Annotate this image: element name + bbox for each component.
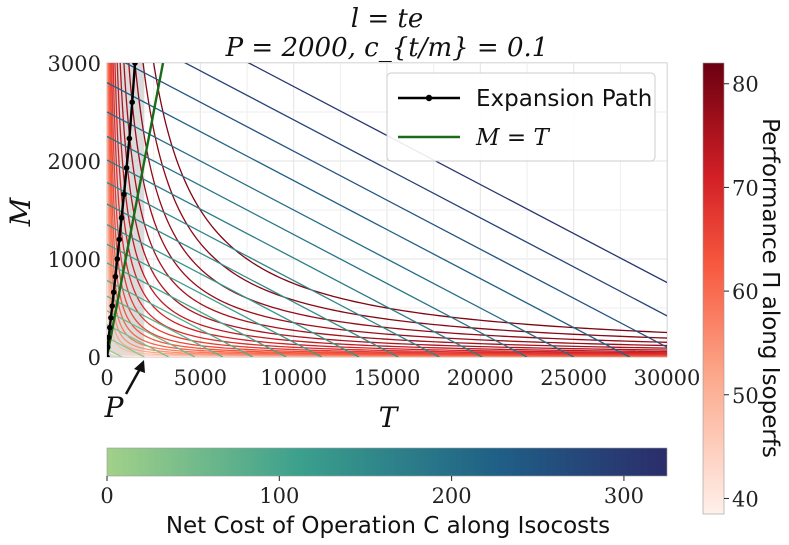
expansion-path-point xyxy=(114,256,121,262)
expansion-path-point xyxy=(132,63,138,66)
isocost-line xyxy=(107,181,440,357)
y-tick-label: 2000 xyxy=(48,150,101,174)
expansion-path-point xyxy=(107,354,110,357)
p-marker-arrow xyxy=(124,366,143,395)
isocost-line xyxy=(107,203,399,357)
cost-colorbar-tick-label: 100 xyxy=(259,484,299,508)
isoperf-curve xyxy=(108,63,667,357)
performance-colorbar-tick-label: 60 xyxy=(732,280,759,304)
x-tick-label: 25000 xyxy=(540,366,607,390)
y-tick-label: 0 xyxy=(88,346,101,370)
expansion-path-point xyxy=(107,344,111,350)
legend-expansion-marker xyxy=(425,94,433,102)
expansion-path-point xyxy=(123,165,130,171)
isocost-line xyxy=(107,243,322,357)
isoperf-curve xyxy=(111,63,667,356)
legend-box xyxy=(386,72,656,162)
chart-title: l = te xyxy=(351,4,423,34)
isoperf-curve xyxy=(107,63,667,357)
isocost-line xyxy=(107,336,145,357)
cost-colorbar-label: Net Cost of Operation C along Isocosts xyxy=(166,513,610,539)
performance-colorbar-tick-label: 80 xyxy=(732,73,759,97)
chart-subtitle: P = 2000, c_{t/m} = 0.1 xyxy=(225,33,549,63)
legend-expansion-label: Expansion Path xyxy=(476,86,652,112)
m-equals-t-line xyxy=(107,63,165,357)
performance-colorbar-tick-label: 40 xyxy=(732,487,759,511)
y-axis-label: M xyxy=(4,196,37,227)
isocost-line xyxy=(107,111,574,357)
isoperf-curve xyxy=(123,63,667,349)
x-tick-label: 5000 xyxy=(174,366,227,390)
performance-colorbar-tick-label: 70 xyxy=(732,176,759,200)
expansion-path-line xyxy=(107,63,137,357)
isoperf-curve xyxy=(153,63,667,334)
isocost-line xyxy=(184,63,667,317)
expansion-path-point xyxy=(118,215,125,221)
y-tick-label: 1000 xyxy=(48,248,101,272)
isocost-line xyxy=(107,324,169,357)
cost-colorbar xyxy=(106,447,668,477)
p-marker-arrowhead xyxy=(134,360,145,373)
isoperf-curve xyxy=(119,63,667,351)
isocost-line xyxy=(107,135,528,357)
x-axis-label: T xyxy=(379,401,400,434)
isoperf-curve xyxy=(112,63,667,355)
isoperf-curve xyxy=(134,63,667,343)
isoperf-curve xyxy=(109,63,667,357)
expansion-path-point xyxy=(116,236,123,243)
isocost-line xyxy=(107,159,483,357)
cost-colorbar-tick-label: 0 xyxy=(100,484,113,508)
expansion-path-point xyxy=(112,273,119,280)
expansion-path-point xyxy=(126,135,133,142)
isoperf-curve xyxy=(142,63,667,339)
expansion-path-point xyxy=(121,191,127,198)
x-tick-label: 0 xyxy=(100,366,113,390)
expansion-path-point xyxy=(108,315,114,321)
isocost-line xyxy=(124,63,667,348)
expansion-path-point xyxy=(107,334,112,341)
performance-colorbar xyxy=(702,62,725,515)
expansion-path-point xyxy=(109,303,116,309)
p-marker-label: P xyxy=(104,391,125,424)
isocost-line xyxy=(107,295,224,357)
isocost-line xyxy=(107,348,123,357)
performance-colorbar-tick-label: 50 xyxy=(732,384,759,408)
expansion-path-point xyxy=(107,324,113,331)
isocost-line xyxy=(107,224,360,357)
isocost-line xyxy=(107,310,196,357)
isocost-line xyxy=(247,63,667,284)
x-tick-label: 20000 xyxy=(447,366,514,390)
x-tick-label: 15000 xyxy=(354,366,421,390)
isoperf-curve xyxy=(107,63,667,357)
y-tick-label: 3000 xyxy=(48,52,101,76)
x-tick-label: 30000 xyxy=(634,366,701,390)
isoperf-curve xyxy=(109,63,667,356)
expansion-path-point xyxy=(129,99,135,105)
cost-colorbar-tick-label: 300 xyxy=(604,484,644,508)
isocost-line xyxy=(107,279,253,357)
performance-colorbar-label: Performance Π along Isoperfs xyxy=(757,118,783,458)
isoperf-curve xyxy=(116,63,667,353)
legend-mt-label: M = T xyxy=(475,125,550,151)
x-tick-label: 10000 xyxy=(260,366,327,390)
isocost-line xyxy=(107,82,630,357)
cost-colorbar-tick-label: 200 xyxy=(432,484,472,508)
expansion-path-point xyxy=(110,289,117,296)
isocost-line xyxy=(107,262,287,357)
